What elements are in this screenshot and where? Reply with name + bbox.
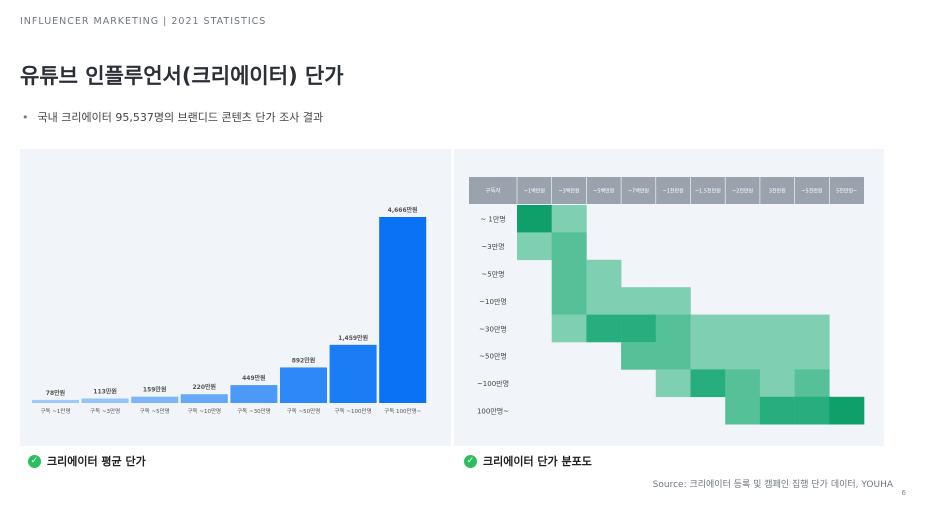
caption-right: ✓ 크리에이터 단가 분포도: [464, 453, 592, 469]
bar-value-label: 113만원: [93, 387, 117, 395]
bar-1: [32, 399, 79, 403]
heatmap-cell: [759, 314, 795, 343]
heatmap-x-label: 3천만원: [769, 188, 786, 195]
heatmap-cell: [759, 369, 795, 398]
heatmap-corner-label: 구독자: [485, 187, 500, 195]
heatmap-cell: [794, 314, 830, 343]
bar-value-label: 220만원: [193, 383, 217, 391]
heatmap-cell: [794, 342, 830, 370]
heatmap-x-label: ~1백만원: [524, 188, 546, 195]
heatmap-cell: [759, 396, 795, 425]
heatmap-cell: [725, 314, 761, 343]
bar-3: [131, 396, 179, 403]
heatmap-chart: 구독자 ~1백만원 ~3백만원 ~5백만원 ~7백만원 ~1천만원 ~1.5천만원 ~2천만원…: [469, 177, 865, 425]
bar-4: [180, 394, 228, 403]
caption-left: ✓ 크리에이터 평균 단가: [28, 453, 146, 469]
heatmap-cell: [621, 342, 657, 370]
heatmap-cell: [655, 287, 691, 315]
heatmap-cell: [621, 287, 657, 315]
bar-7: [329, 344, 377, 403]
caption-left-text: 크리에이터 평균 단가: [47, 455, 146, 468]
heatmap-y-label: ~10만명: [479, 297, 507, 306]
heatmap-cell: [690, 369, 726, 398]
heatmap-cell: [690, 342, 726, 370]
caption-right-text: 크리에이터 단가 분포도: [483, 455, 592, 468]
bar-value-label: 449만원: [242, 374, 266, 382]
page-number: 6: [901, 489, 906, 497]
bar-value-label: 4,666만원: [388, 206, 418, 214]
heatmap-x-label: ~2천만원: [732, 188, 754, 195]
heatmap-y-label: ~100만명: [477, 379, 509, 388]
heatmap-x-label: ~7백만원: [628, 188, 650, 195]
heatmap-x-label: ~5천만원: [801, 188, 823, 195]
bar-category-label: 구독 ~30만명: [237, 407, 271, 415]
heatmap-cell: [655, 369, 691, 398]
heatmap-cell: [725, 396, 761, 425]
heatmap-cell: [517, 232, 552, 261]
bar-category-label: 구독 ~5만명: [140, 407, 170, 415]
heatmap-cell: [551, 232, 587, 261]
heatmap-cell: [794, 369, 830, 398]
bar-value-label: 1,459만원: [338, 334, 368, 342]
bar-value-label: 159만원: [143, 386, 167, 394]
page-title: 유튜브 인플루언서(크리에이터) 단가: [20, 64, 344, 88]
heatmap-x-label: ~5백만원: [593, 188, 615, 195]
heatmap-cell: [586, 314, 622, 343]
heatmap-y-label: 100만명~: [477, 407, 509, 416]
heatmap-cell: [586, 287, 622, 315]
bar-category-label: 구독 ~50만명: [287, 407, 321, 415]
check-icon: ✓: [464, 454, 477, 468]
heatmap-cell: [551, 287, 587, 315]
heatmap-cell: [551, 205, 587, 233]
bar-6: [280, 367, 327, 403]
heatmap-y-label: ~ 1만명: [480, 215, 505, 224]
bar-value-label: 892만원: [292, 356, 316, 364]
heatmap-panel: 구독자 ~1백만원 ~3백만원 ~5백만원 ~7백만원 ~1천만원 ~1.5천만원 ~2천만원…: [454, 149, 884, 446]
bar-category-label: 구독 ~10만명: [187, 407, 221, 415]
bar-category-label: 구독 ~3만명: [90, 407, 120, 415]
bar-category-label: 구독 100만명~: [384, 407, 421, 415]
heatmap-y-label: ~5만명: [481, 270, 504, 279]
heatmap-cell: [621, 314, 657, 343]
heatmap-cell: [829, 396, 865, 425]
heatmap-x-label: ~1천만원: [663, 188, 685, 195]
heatmap-cell: [517, 205, 552, 233]
bar-5: [230, 385, 278, 403]
summary-bullet: 국내 크리에이터 95,537명의 브랜디드 콘텐츠 단가 조사 결과: [22, 109, 324, 125]
bar-value-label: 78만원: [46, 389, 65, 397]
heatmap-cell: [655, 342, 691, 370]
heatmap-x-label: ~1.5천만원: [695, 188, 721, 195]
source-note: Source: 크리에이터 등록 및 캠페인 집행 단가 데이터, YOUHA: [652, 480, 893, 490]
header-tag: INFLUENCER MARKETING | 2021 STATISTICS: [20, 16, 267, 27]
bar-category-label: 구독 ~1만명: [40, 407, 70, 415]
bar-2: [81, 398, 129, 403]
bar-category-label: 구독 ~100만명: [335, 407, 372, 415]
heatmap-cell: [690, 314, 726, 343]
heatmap-cell: [725, 369, 761, 398]
heatmap-cell: [586, 259, 622, 288]
heatmap-y-label: ~3만명: [481, 242, 504, 251]
heatmap-header-band: [469, 177, 864, 204]
heatmap-cell: [655, 314, 691, 343]
heatmap-y-label: ~50만명: [479, 352, 507, 361]
heatmap-cell: [794, 396, 830, 425]
heatmap-x-label: ~3백만원: [558, 188, 580, 195]
heatmap-cell: [759, 342, 795, 370]
heatmap-x-label: 5천만원~: [836, 188, 857, 195]
check-icon: ✓: [28, 454, 41, 468]
heatmap-cell: [551, 259, 587, 288]
heatmap-cell: [551, 314, 587, 343]
heatmap-y-label: ~30만명: [479, 324, 507, 333]
heatmap-cell: [725, 342, 761, 370]
bar-8: [379, 217, 427, 403]
